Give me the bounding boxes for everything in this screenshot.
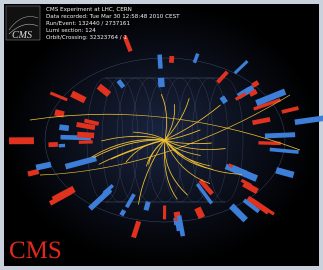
info-line: Lumi section: 124 bbox=[46, 28, 96, 34]
event-display: CMS CMS Experiment at LHC, CERN Data rec… bbox=[0, 0, 323, 270]
info-line: Data recorded: Tue Mar 30 12:58:48 2010 … bbox=[46, 14, 180, 20]
ecal-deposit bbox=[28, 171, 39, 174]
ecal-deposit bbox=[77, 135, 94, 136]
hcal-deposit bbox=[276, 170, 293, 175]
ecal-deposit bbox=[258, 143, 280, 144]
ecal-deposit bbox=[77, 124, 95, 127]
info-line: CMS Experiment at LHC, CERN bbox=[46, 7, 132, 13]
hcal-deposit bbox=[59, 127, 68, 128]
hcal-deposit bbox=[121, 210, 124, 215]
hcal-deposit bbox=[36, 164, 51, 167]
hcal-deposit bbox=[146, 202, 148, 210]
page: CMS CMS Experiment at LHC, CERN Data rec… bbox=[0, 0, 323, 270]
hcal-deposit bbox=[161, 78, 162, 87]
ecal-deposit bbox=[253, 119, 271, 122]
info-line: Run/Event: 132440 / 2737161 bbox=[46, 21, 130, 27]
footer-logo: CMS bbox=[9, 237, 62, 264]
logo: CMS bbox=[12, 30, 32, 41]
hcal-deposit bbox=[160, 55, 161, 69]
ecal-deposit bbox=[253, 82, 259, 86]
hcal-deposit bbox=[221, 98, 225, 101]
ecal-deposit bbox=[250, 91, 257, 95]
ecal-deposit bbox=[55, 112, 64, 114]
info-line: Orbit/Crossing: 32323764 / 1 bbox=[46, 35, 127, 41]
ecal-deposit bbox=[197, 208, 202, 218]
ecal-deposit bbox=[171, 56, 172, 63]
